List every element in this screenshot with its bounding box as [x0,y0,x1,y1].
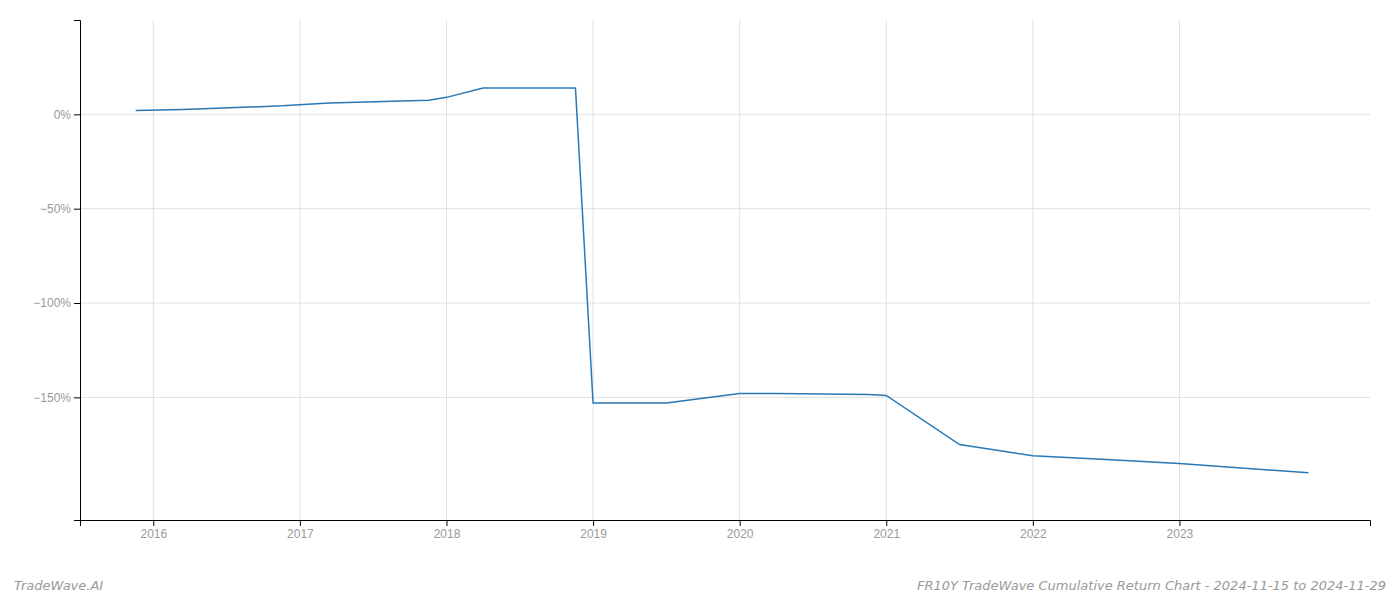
grid-line [80,303,1370,304]
grid-line [80,397,1370,398]
tick-mark [74,303,80,304]
tick-mark [153,520,154,526]
grid-line [593,20,594,520]
tick-label: 2018 [434,527,461,541]
tick-mark [886,520,887,526]
tick: 2019 [580,520,607,541]
grid-line [1179,20,1180,520]
tick-label: 2019 [580,527,607,541]
title: FR10Y TradeWave Cumulative Return Chart … [917,578,1386,593]
tick: −150% [33,391,80,405]
tick-label: 2023 [1167,527,1194,541]
x-axis: 2016 2017 2018 2019 2020 2021 2022 2023 [81,520,1371,541]
grid-line [886,20,887,520]
tick-label: 2022 [1020,527,1047,541]
grid-line [80,114,1370,115]
tick-mark [593,520,594,526]
tick: 2016 [140,520,167,541]
grid-line [1032,20,1033,520]
grid [80,20,1370,520]
grid-line [739,20,740,520]
tick-label: 2016 [140,527,167,541]
tick-mark [300,520,301,526]
tick-mark [1033,520,1034,526]
tick: 2020 [727,520,754,541]
tick: −100% [33,296,80,310]
tick-label: 2017 [287,527,314,541]
marks [136,88,1309,473]
tick-mark [446,520,447,526]
tick-mark [740,520,741,526]
tick-label: 2020 [727,527,754,541]
axis-line [81,521,1371,527]
tick: 2017 [287,520,314,541]
grid-line [80,208,1370,209]
tick-mark [74,397,80,398]
tick: 2018 [434,520,461,541]
line [136,88,1309,473]
tick-label: 2021 [873,527,900,541]
axis-line [74,21,81,521]
tick: −50% [40,202,80,216]
tick: 2022 [1020,520,1047,541]
tick: 2021 [873,520,900,541]
plot: 2016 2017 2018 2019 2020 2021 2022 2023 0% −50% −1… [33,20,1370,541]
tick: 2023 [1167,520,1194,541]
tick: 0% [54,108,80,122]
y-axis: 0% −50% −100% −150% [33,21,80,521]
tick-label: −100% [33,296,71,310]
grid-line [299,20,300,520]
grid-line [446,20,447,520]
tick-label: −150% [33,391,71,405]
tick-mark [74,209,80,210]
tick-mark [74,114,80,115]
footer: TradeWave.AI [14,578,103,593]
tick-mark [1179,520,1180,526]
grid-line [153,20,154,520]
tick-label: −50% [40,202,71,216]
tick-label: 0% [54,108,72,122]
chart: 2016 2017 2018 2019 2020 2021 2022 2023 0% −50% −1… [0,0,1400,600]
